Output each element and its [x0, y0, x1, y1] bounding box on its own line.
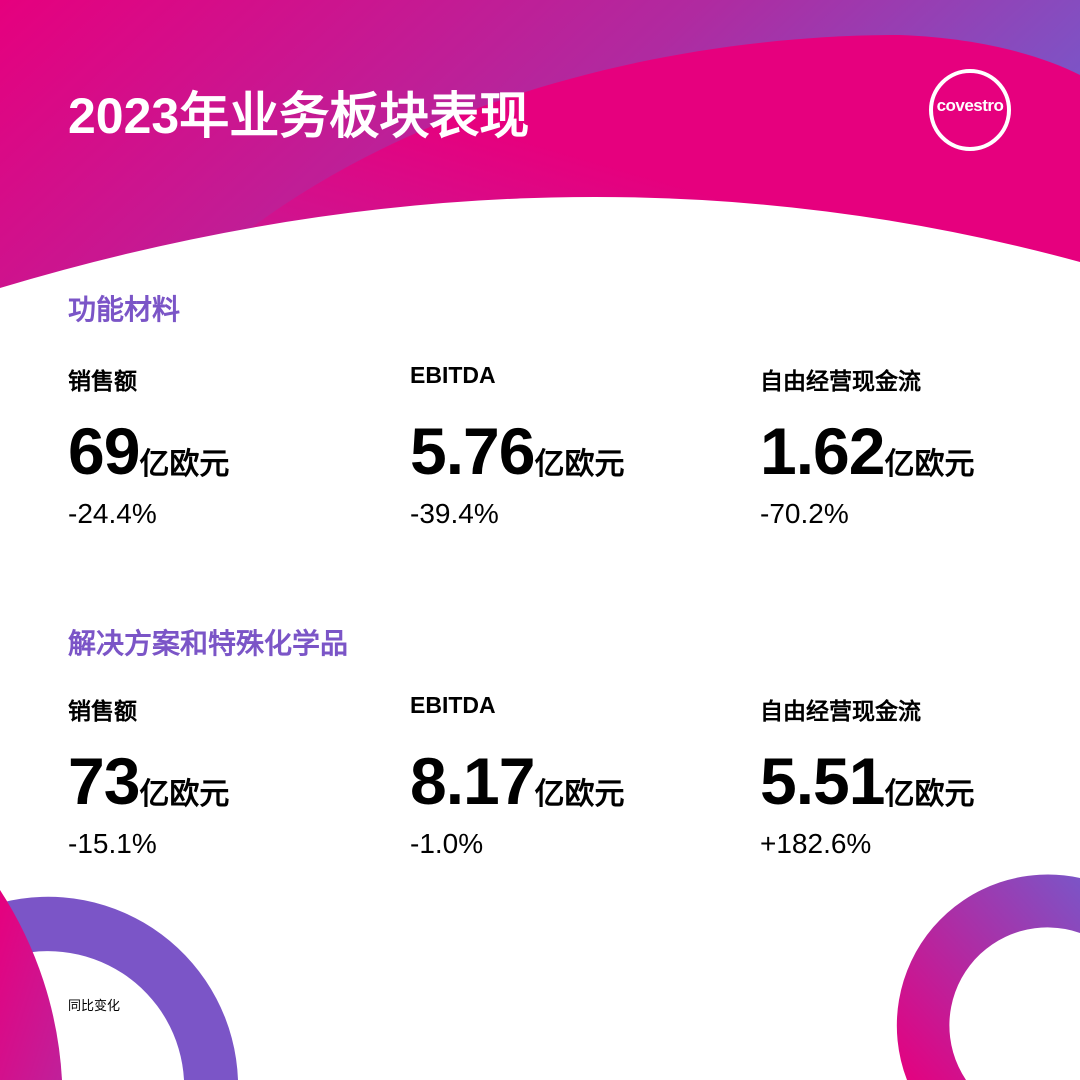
decorative-ring-left-magenta	[0, 890, 62, 1080]
section-title-performance-materials: 功能材料	[68, 294, 181, 325]
content-white-area	[0, 196, 1080, 1080]
metric-sales: 销售额 69亿欧元 -24.4%	[68, 362, 388, 530]
metric-unit: 亿欧元	[884, 778, 975, 811]
metric-free-operating-cash-flow: 自由经营现金流 1.62亿欧元 -70.2%	[760, 362, 1080, 530]
metric-label: 自由经营现金流	[760, 698, 921, 724]
metric-value: 1.62	[760, 414, 885, 488]
metric-label: 销售额	[68, 368, 137, 394]
covestro-logo: covestro	[936, 96, 1004, 115]
section-title-solutions-specialties: 解决方案和特殊化学品	[68, 628, 349, 659]
decorative-ring-right	[896, 874, 1080, 1080]
metric-label: 销售额	[68, 698, 137, 724]
metric-free-operating-cash-flow: 自由经营现金流 5.51亿欧元 +182.6%	[760, 692, 1080, 860]
metric-value: 73	[68, 744, 140, 818]
metric-ebitda: EBITDA 5.76亿欧元 -39.4%	[410, 362, 730, 530]
metric-change: -24.4%	[68, 498, 157, 529]
covestro-logo-ring-icon	[929, 69, 1011, 151]
metric-value: 8.17	[410, 744, 535, 818]
metric-unit: 亿欧元	[139, 778, 230, 811]
page-title: 2023年业务板块表现	[68, 88, 530, 144]
metric-ebitda: EBITDA 8.17亿欧元 -1.0%	[410, 692, 730, 860]
metric-change: +182.6%	[760, 828, 872, 859]
metric-value: 5.76	[410, 414, 535, 488]
metric-change: -15.1%	[68, 828, 157, 859]
metric-sales: 销售额 73亿欧元 -15.1%	[68, 692, 388, 860]
metric-unit: 亿欧元	[884, 448, 975, 481]
metric-change: -39.4%	[410, 498, 499, 529]
decorative-ring-left-purple	[0, 896, 238, 1080]
metric-value: 69	[68, 414, 140, 488]
metric-label: 自由经营现金流	[760, 368, 921, 394]
metric-value: 5.51	[760, 744, 885, 818]
footnote: 同比变化	[68, 998, 121, 1013]
metric-change: -70.2%	[760, 498, 849, 529]
metric-label: EBITDA	[410, 362, 496, 388]
metric-change: -1.0%	[410, 828, 484, 859]
metric-unit: 亿欧元	[534, 448, 625, 481]
metric-unit: 亿欧元	[534, 778, 625, 811]
metric-label: EBITDA	[410, 692, 496, 718]
metric-unit: 亿欧元	[139, 448, 230, 481]
